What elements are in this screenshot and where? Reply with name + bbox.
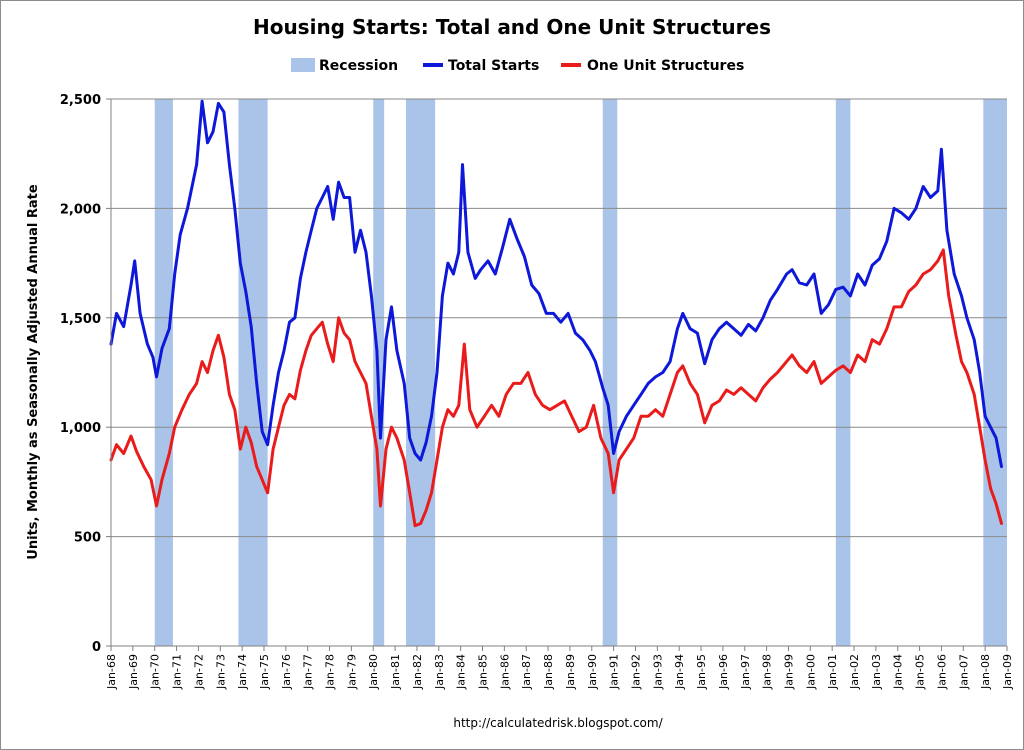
recession-band bbox=[602, 99, 618, 646]
legend-label: Total Starts bbox=[448, 58, 539, 74]
x-tick-label: Jan-05 bbox=[914, 654, 927, 690]
y-tick-label: 2,500 bbox=[60, 93, 101, 108]
x-tick-label: Jan-91 bbox=[608, 654, 621, 690]
x-tick-label: Jan-94 bbox=[673, 654, 686, 690]
series-line-1 bbox=[109, 248, 1003, 528]
x-tick-label: Jan-95 bbox=[695, 654, 708, 690]
x-tick-label: Jan-08 bbox=[979, 654, 992, 690]
recession-band bbox=[406, 99, 436, 646]
x-tick-label: Jan-09 bbox=[1001, 654, 1014, 690]
x-tick-label: Jan-02 bbox=[848, 654, 861, 690]
y-tick-label: 500 bbox=[74, 531, 101, 546]
x-tick-label: Jan-88 bbox=[542, 654, 555, 690]
y-tick-label: 1,000 bbox=[60, 421, 101, 436]
x-tick-label: Jan-89 bbox=[564, 654, 577, 690]
x-tick-label: Jan-97 bbox=[739, 654, 752, 690]
x-tick-label: Jan-87 bbox=[520, 654, 533, 690]
x-tick-label: Jan-92 bbox=[629, 654, 642, 690]
series-lines bbox=[109, 99, 1003, 528]
x-tick-label: Jan-04 bbox=[892, 654, 905, 690]
x-tick-label: Jan-82 bbox=[411, 654, 424, 690]
x-tick-label: Jan-06 bbox=[935, 654, 948, 690]
x-tick-label: Jan-03 bbox=[870, 654, 883, 690]
x-tick-label: Jan-72 bbox=[192, 654, 205, 690]
recession-band bbox=[983, 99, 1007, 646]
x-tick-label: Jan-07 bbox=[957, 654, 970, 690]
x-tick-label: Jan-81 bbox=[389, 654, 402, 690]
x-tick-label: Jan-75 bbox=[258, 654, 271, 690]
x-axis-ticks: Jan-68 Jan-69 Jan-70 Jan-71 Jan-72 Jan-73 Jan-… bbox=[105, 646, 1014, 690]
recession-band bbox=[835, 99, 851, 646]
x-tick-label: Jan-84 bbox=[455, 654, 468, 690]
x-tick-label: Jan-83 bbox=[433, 654, 446, 690]
plot-area bbox=[109, 98, 1007, 647]
x-tick-label: Jan-76 bbox=[280, 654, 293, 690]
x-tick-label: Jan-77 bbox=[302, 654, 315, 690]
y-axis-label: Units, Monthly as Seasonally Adjusted An… bbox=[26, 184, 41, 560]
x-tick-label: Jan-69 bbox=[127, 654, 140, 690]
x-tick-label: Jan-71 bbox=[171, 654, 184, 690]
x-tick-label: Jan-86 bbox=[498, 654, 511, 690]
x-tick-label: Jan-79 bbox=[345, 654, 358, 690]
x-tick-label: Jan-96 bbox=[717, 654, 730, 690]
y-tick-label: 1,500 bbox=[60, 312, 101, 327]
chart-title: Housing Starts: Total and One Unit Struc… bbox=[253, 15, 771, 39]
x-tick-label: Jan-68 bbox=[105, 654, 118, 690]
x-tick-label: Jan-73 bbox=[214, 654, 227, 690]
y-axis-ticks: 0 500 1,000 1,500 2,000 2,500 bbox=[60, 93, 111, 655]
x-tick-label: Jan-80 bbox=[367, 654, 380, 690]
x-tick-label: Jan-85 bbox=[477, 654, 490, 690]
legend-swatch-recession bbox=[291, 58, 315, 72]
x-tick-label: Jan-01 bbox=[826, 654, 839, 690]
x-tick-label: Jan-90 bbox=[586, 654, 599, 690]
y-tick-label: 2,000 bbox=[60, 202, 101, 217]
source-url: http://calculatedrisk.blogspot.com/ bbox=[453, 716, 663, 730]
x-tick-label: Jan-70 bbox=[149, 654, 162, 690]
x-tick-label: Jan-93 bbox=[651, 654, 664, 690]
x-tick-label: Jan-98 bbox=[761, 654, 774, 690]
legend-label: Recession bbox=[319, 58, 398, 74]
recession-band bbox=[154, 99, 173, 646]
y-tick-label: 0 bbox=[92, 640, 101, 655]
x-tick-label: Jan-00 bbox=[804, 654, 817, 690]
legend-label: One Unit Structures bbox=[587, 58, 744, 74]
x-tick-label: Jan-78 bbox=[324, 654, 337, 690]
x-tick-label: Jan-99 bbox=[782, 654, 795, 690]
series-line-0 bbox=[109, 99, 1003, 469]
recession-band bbox=[238, 99, 268, 646]
x-tick-label: Jan-74 bbox=[236, 654, 249, 690]
chart-legend: Recession Total Starts One Unit Structures bbox=[291, 58, 744, 74]
